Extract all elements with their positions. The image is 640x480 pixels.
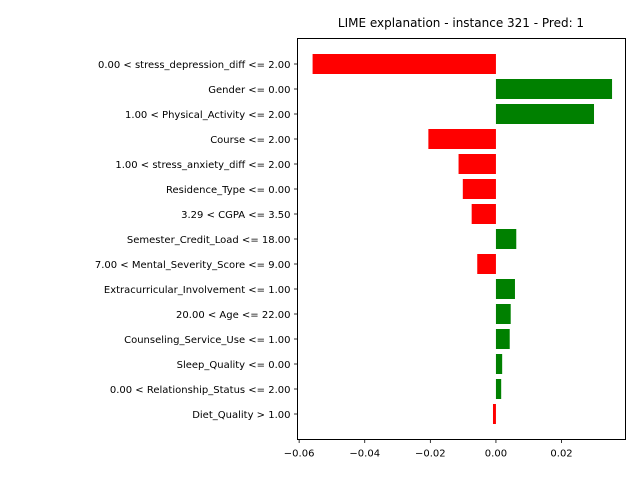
y-tick-label: 1.00 < stress_anxiety_diff <= 2.00 xyxy=(115,160,290,171)
y-tick-label: 1.00 < Physical_Activity <= 2.00 xyxy=(125,110,290,121)
x-axis-ticks: −0.06 −0.04 −0.02 0.00 0.02 xyxy=(284,439,573,460)
bars-group xyxy=(312,54,613,424)
y-tick-label: 3.29 < CGPA <= 3.50 xyxy=(181,210,290,221)
chart-title: LIME explanation - instance 321 - Pred: … xyxy=(338,16,584,30)
bar xyxy=(462,179,496,199)
bar xyxy=(477,254,496,274)
plot-frame xyxy=(297,38,626,440)
bar xyxy=(458,154,496,174)
bar xyxy=(495,104,595,124)
bar xyxy=(495,304,511,324)
y-tick-label: 0.00 < Relationship_Status <= 2.00 xyxy=(110,385,291,396)
bar xyxy=(471,204,496,224)
bar xyxy=(495,79,613,99)
y-tick-label: 20.00 < Age <= 22.00 xyxy=(176,310,290,321)
bar xyxy=(495,329,510,349)
y-tick-label: 0.00 < stress_depression_diff <= 2.00 xyxy=(98,60,291,71)
x-tick-label: −0.02 xyxy=(415,449,446,460)
y-tick-label: Extracurricular_Involvement <= 1.00 xyxy=(104,285,291,296)
x-tick-label: −0.04 xyxy=(349,449,380,460)
y-tick-labels: 0.00 < stress_depression_diff <= 2.00 Gen… xyxy=(95,60,298,421)
y-tick-label: Gender <= 0.00 xyxy=(208,85,290,96)
bar xyxy=(495,354,503,374)
x-tick-label: 0.02 xyxy=(550,449,572,460)
y-tick-label: Counseling_Service_Use <= 1.00 xyxy=(124,335,290,346)
y-tick-label: Sleep_Quality <= 0.00 xyxy=(177,360,291,371)
bar xyxy=(495,279,515,299)
bar xyxy=(495,229,517,249)
x-tick-label: 0.00 xyxy=(485,449,507,460)
y-tick-label: 7.00 < Mental_Severity_Score <= 9.00 xyxy=(95,260,291,271)
y-tick-label: Semester_Credit_Load <= 18.00 xyxy=(127,235,291,246)
bar xyxy=(312,54,496,74)
bar xyxy=(495,379,502,399)
x-tick-label: −0.06 xyxy=(284,449,315,460)
y-tick-label: Course <= 2.00 xyxy=(210,135,290,146)
y-tick-label: Residence_Type <= 0.00 xyxy=(166,185,290,196)
bar xyxy=(492,404,496,424)
bar xyxy=(428,129,496,149)
y-tick-label: Diet_Quality > 1.00 xyxy=(192,410,290,421)
